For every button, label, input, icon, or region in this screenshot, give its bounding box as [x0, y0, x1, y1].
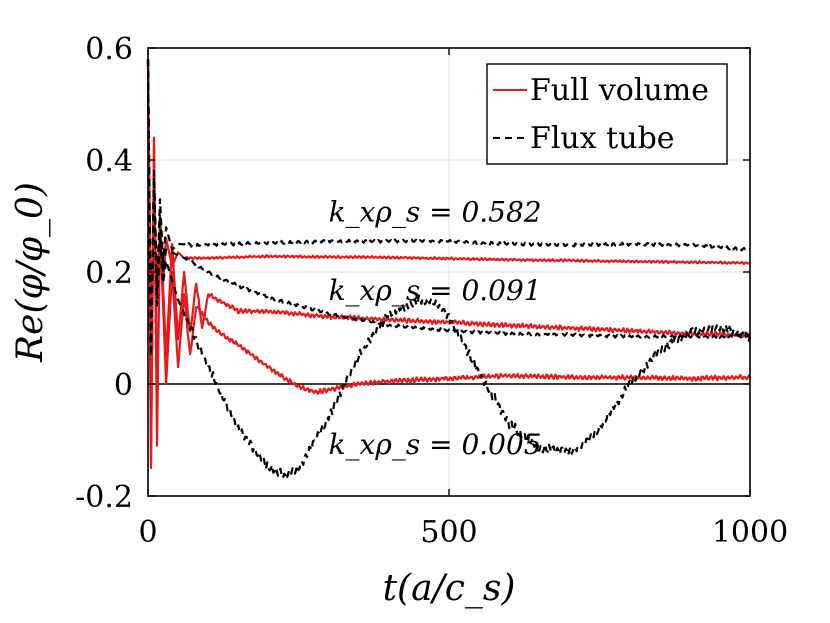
- full-volume-series-line-0: [146, 59, 751, 330]
- x-axis-label: t(a/c_s): [383, 568, 516, 609]
- legend-box: [486, 63, 728, 165]
- flux-tube-series-line-4: [146, 59, 751, 358]
- y-tick-label: 0: [114, 368, 133, 403]
- x-tick-label: 500: [420, 515, 477, 550]
- series-layer: [146, 59, 752, 481]
- y-tick-label: 0.6: [85, 32, 133, 67]
- legend-full-volume-label: Full volume: [530, 73, 709, 108]
- flux-tube-series-line-5: [146, 59, 752, 481]
- full-volume-series-line-2: [146, 59, 751, 464]
- annotation-kx-0.091: k_xρ_s = 0.091: [329, 274, 542, 307]
- full-volume-series-line-1: [146, 59, 751, 470]
- y-tick-label: 0.4: [85, 144, 133, 179]
- x-tick-label: 0: [138, 515, 157, 550]
- y-axis-label: Re(φ/φ_0): [10, 182, 51, 363]
- y-tick-label: -0.2: [75, 480, 133, 515]
- axis-ticks: 0 500 1000-0.200.20.40.6: [75, 32, 788, 550]
- annotation-kx-0.005: k_xρ_s = 0.005: [329, 428, 542, 461]
- annotation-kx-0.582: k_xρ_s = 0.582: [329, 196, 542, 229]
- legend: Full volume Flux tube: [486, 63, 728, 165]
- flux-tube-series-line-3: [146, 59, 751, 358]
- y-tick-label: 0.2: [85, 256, 133, 291]
- x-tick-label: 1000: [712, 515, 788, 550]
- legend-flux-tube-label: Flux tube: [530, 121, 675, 156]
